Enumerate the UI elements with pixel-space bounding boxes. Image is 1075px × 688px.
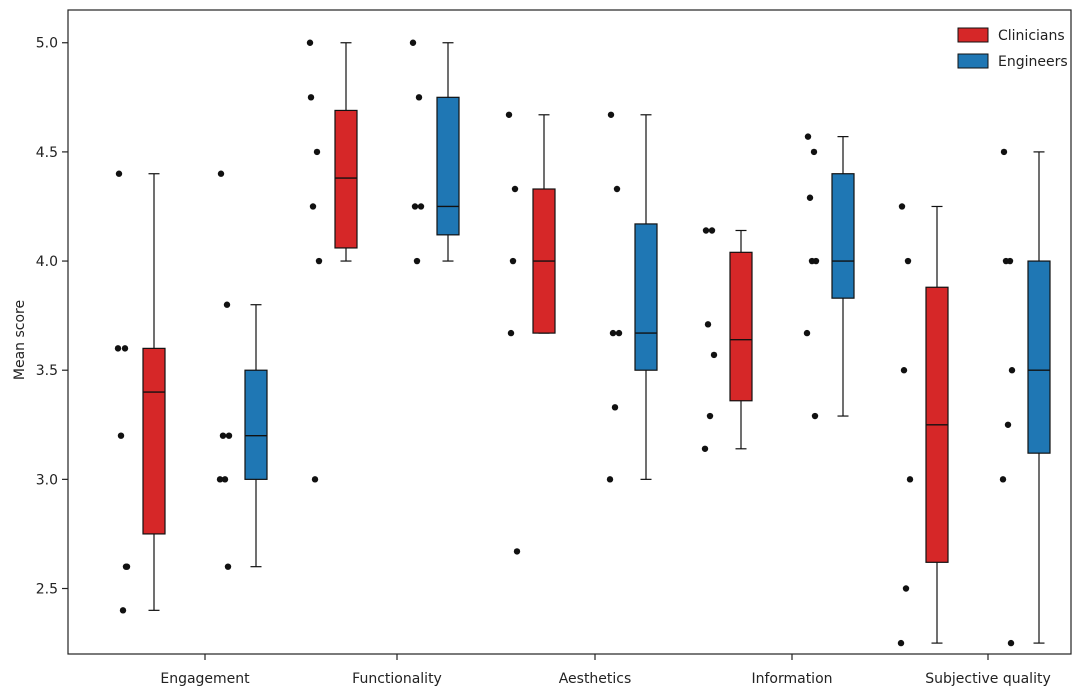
- data-point: [122, 563, 130, 570]
- box-clinicians: [729, 251, 753, 402]
- data-point: [701, 445, 709, 452]
- y-tick-label: 4.0: [36, 254, 58, 270]
- data-point: [121, 345, 129, 352]
- data-point: [606, 476, 614, 483]
- y-tick-label: 2.5: [36, 582, 58, 598]
- data-point: [505, 111, 513, 118]
- data-point: [710, 351, 718, 359]
- data-point: [607, 111, 615, 118]
- data-point: [223, 301, 231, 308]
- data-point: [311, 476, 319, 483]
- x-tick-label: Subjective quality: [925, 671, 1050, 687]
- data-point: [221, 476, 229, 483]
- boxes-layer: [142, 42, 1051, 644]
- legend-swatch-clinicians: [957, 27, 989, 43]
- data-point: [509, 257, 517, 265]
- plot-frame: [67, 9, 1072, 655]
- data-point: [1004, 421, 1012, 428]
- y-tick-label: 3.0: [36, 472, 58, 488]
- legend-label-clinicians: Clinicians: [998, 28, 1065, 44]
- data-point: [902, 585, 910, 592]
- data-point: [706, 412, 714, 420]
- data-point: [513, 548, 521, 555]
- data-point: [114, 345, 122, 352]
- points-layer: [114, 39, 1016, 647]
- data-point: [216, 476, 224, 483]
- data-point: [507, 329, 515, 337]
- data-point: [117, 432, 125, 439]
- data-point: [119, 607, 127, 614]
- data-point: [306, 39, 314, 46]
- x-tick-label: Aesthetics: [559, 671, 632, 687]
- data-point: [409, 39, 417, 46]
- data-point: [808, 257, 816, 265]
- data-point: [708, 227, 716, 234]
- axes-layer: 2.5 3.0 3.5 4.0 4.5 5.0 Engagement Functionalit…: [36, 9, 1072, 687]
- box-engineers: [634, 223, 658, 371]
- data-point: [1007, 639, 1015, 647]
- data-point: [1002, 257, 1010, 265]
- legend-swatch-engineers: [957, 53, 989, 69]
- data-point: [1008, 367, 1016, 374]
- data-point: [906, 476, 914, 483]
- data-point: [224, 563, 232, 570]
- y-axis-label: Mean score: [12, 300, 28, 380]
- data-point: [217, 170, 225, 177]
- data-point: [1000, 148, 1008, 156]
- data-point: [411, 203, 419, 210]
- x-tick-label: Information: [751, 671, 832, 687]
- box-clinicians: [334, 109, 358, 249]
- data-point: [897, 639, 905, 647]
- data-point: [904, 257, 912, 265]
- data-point: [219, 432, 227, 439]
- data-point: [413, 257, 421, 265]
- y-tick-label: 5.0: [36, 36, 58, 52]
- y-tick-label: 3.5: [36, 363, 58, 379]
- data-point: [900, 367, 908, 374]
- data-point: [611, 404, 619, 411]
- data-point: [803, 329, 811, 337]
- data-point: [315, 257, 323, 265]
- x-tick-label: Engagement: [160, 671, 250, 687]
- data-point: [613, 185, 621, 193]
- data-point: [115, 170, 123, 177]
- data-point: [702, 227, 710, 234]
- box-engineers: [244, 369, 268, 480]
- box-engineers: [1027, 260, 1051, 454]
- data-point: [811, 412, 819, 420]
- box-engineers: [831, 173, 855, 299]
- data-point: [810, 148, 818, 156]
- data-point: [704, 321, 712, 328]
- data-point: [309, 203, 317, 210]
- y-tick-label: 4.5: [36, 145, 58, 161]
- box-engineers: [436, 96, 460, 236]
- data-point: [511, 185, 519, 193]
- legend-label-engineers: Engineers: [998, 54, 1068, 70]
- box-clinicians: [142, 347, 166, 535]
- data-point: [804, 133, 812, 140]
- data-point: [999, 476, 1007, 483]
- data-point: [417, 203, 425, 210]
- data-point: [313, 148, 321, 156]
- data-point: [415, 94, 423, 101]
- legend: Clinicians Engineers: [957, 27, 1068, 70]
- x-tick-label: Functionality: [352, 671, 442, 687]
- data-point: [615, 329, 623, 337]
- data-point: [898, 203, 906, 210]
- data-point: [307, 94, 315, 101]
- data-point: [806, 194, 814, 201]
- data-point: [225, 432, 233, 439]
- data-point: [609, 329, 617, 337]
